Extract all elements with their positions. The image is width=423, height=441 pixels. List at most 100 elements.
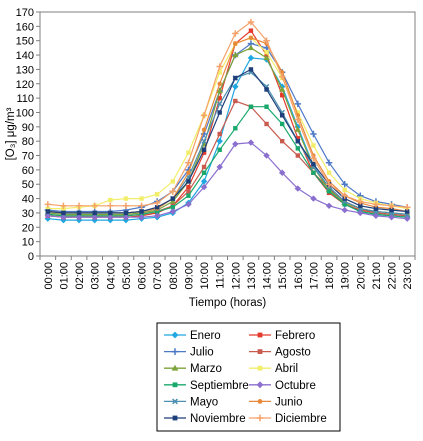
data-point <box>217 110 222 115</box>
series-line <box>47 68 408 214</box>
y-axis-title: [O₃] μg/m³ <box>5 107 17 160</box>
data-point <box>108 197 113 203</box>
y-tick-label: 170 <box>16 7 34 19</box>
data-point <box>217 81 222 86</box>
y-tick-label: 0 <box>28 251 34 263</box>
data-point <box>295 138 301 144</box>
data-point <box>217 95 222 101</box>
data-point <box>264 87 269 92</box>
series-octubre <box>44 139 411 222</box>
data-point <box>294 185 302 192</box>
data-point <box>154 192 160 197</box>
data-point <box>248 35 254 41</box>
data-point <box>373 206 379 211</box>
legend: Enero Febrero Julio Agosto Marzo Abril Septiem… <box>156 322 341 432</box>
data-point <box>248 67 254 72</box>
y-tick-label: 150 <box>16 36 34 48</box>
data-point <box>45 209 51 214</box>
data-point <box>357 209 364 217</box>
data-point <box>264 121 269 127</box>
data-point <box>169 208 177 215</box>
data-point <box>233 75 238 81</box>
x-tick-label: 19:00 <box>340 262 352 290</box>
series-layer <box>44 18 411 224</box>
data-point <box>388 214 395 221</box>
data-point <box>294 116 302 123</box>
data-point <box>139 196 144 201</box>
data-point <box>154 205 160 210</box>
data-point <box>247 54 255 62</box>
data-point <box>278 86 286 92</box>
x-tick-label: 17:00 <box>308 262 320 290</box>
y-tick-label: 80 <box>22 136 34 148</box>
data-point <box>232 140 239 148</box>
data-point <box>44 212 52 220</box>
x-tick-label: 23:00 <box>402 262 414 290</box>
y-tick-label: 40 <box>22 194 34 206</box>
data-point <box>403 204 411 211</box>
x-tick-label: 14:00 <box>262 262 274 290</box>
data-point <box>61 210 66 216</box>
data-point <box>233 41 238 46</box>
x-tick-label: 22:00 <box>387 262 399 290</box>
data-point <box>278 73 286 80</box>
data-point <box>310 195 317 202</box>
data-point <box>295 153 301 158</box>
y-axis: 0 10 20 30 40 50 60 70 80 90 100 110 120 130 140 150 160… <box>16 7 40 263</box>
data-point <box>170 196 176 201</box>
legend-label: Febrero <box>275 330 315 342</box>
data-point <box>247 139 255 146</box>
data-point <box>122 214 130 221</box>
data-point <box>341 181 348 188</box>
y-tick-label: 50 <box>22 179 34 191</box>
series-line <box>47 106 408 218</box>
data-point <box>201 150 207 155</box>
data-point <box>107 202 114 209</box>
data-point <box>233 98 238 104</box>
x-tick-label: 15:00 <box>277 262 289 290</box>
y-tick-label: 100 <box>16 107 34 119</box>
legend-label: Marzo <box>190 363 222 375</box>
data-point <box>388 202 395 209</box>
x-tick-label: 21:00 <box>371 262 383 290</box>
data-point <box>295 110 301 115</box>
data-point <box>92 210 97 216</box>
data-point <box>358 203 363 208</box>
data-point <box>232 83 239 90</box>
data-point <box>186 193 191 198</box>
x-tick-label: 08:00 <box>168 262 180 290</box>
data-point <box>186 179 191 184</box>
data-point <box>201 127 207 132</box>
data-point <box>311 161 316 167</box>
data-point <box>201 164 207 170</box>
data-point <box>201 138 207 144</box>
data-point <box>154 209 160 214</box>
data-point <box>217 131 222 137</box>
data-point <box>122 202 130 209</box>
series-line <box>47 37 408 210</box>
x-tick-label: 10:00 <box>199 262 211 290</box>
series-diciembre <box>44 18 411 211</box>
data-point <box>372 201 380 208</box>
data-point <box>403 215 411 222</box>
data-point <box>257 332 263 338</box>
x-tick-label: 01:00 <box>58 262 70 290</box>
x-tick-label: 12:00 <box>230 262 242 290</box>
data-point <box>91 202 98 209</box>
legend-label: Abril <box>275 363 298 375</box>
data-point <box>75 214 83 221</box>
legend-label: Enero <box>190 330 221 342</box>
data-point <box>138 202 145 209</box>
data-point <box>279 121 285 127</box>
data-point <box>172 398 178 405</box>
data-point <box>216 163 223 171</box>
data-point <box>172 382 178 388</box>
data-point <box>200 183 208 191</box>
data-point <box>279 138 285 144</box>
legend-item-abril: Abril <box>249 363 298 375</box>
data-point <box>232 51 239 58</box>
data-point <box>201 147 207 152</box>
data-point <box>279 93 285 98</box>
data-point <box>138 214 145 221</box>
